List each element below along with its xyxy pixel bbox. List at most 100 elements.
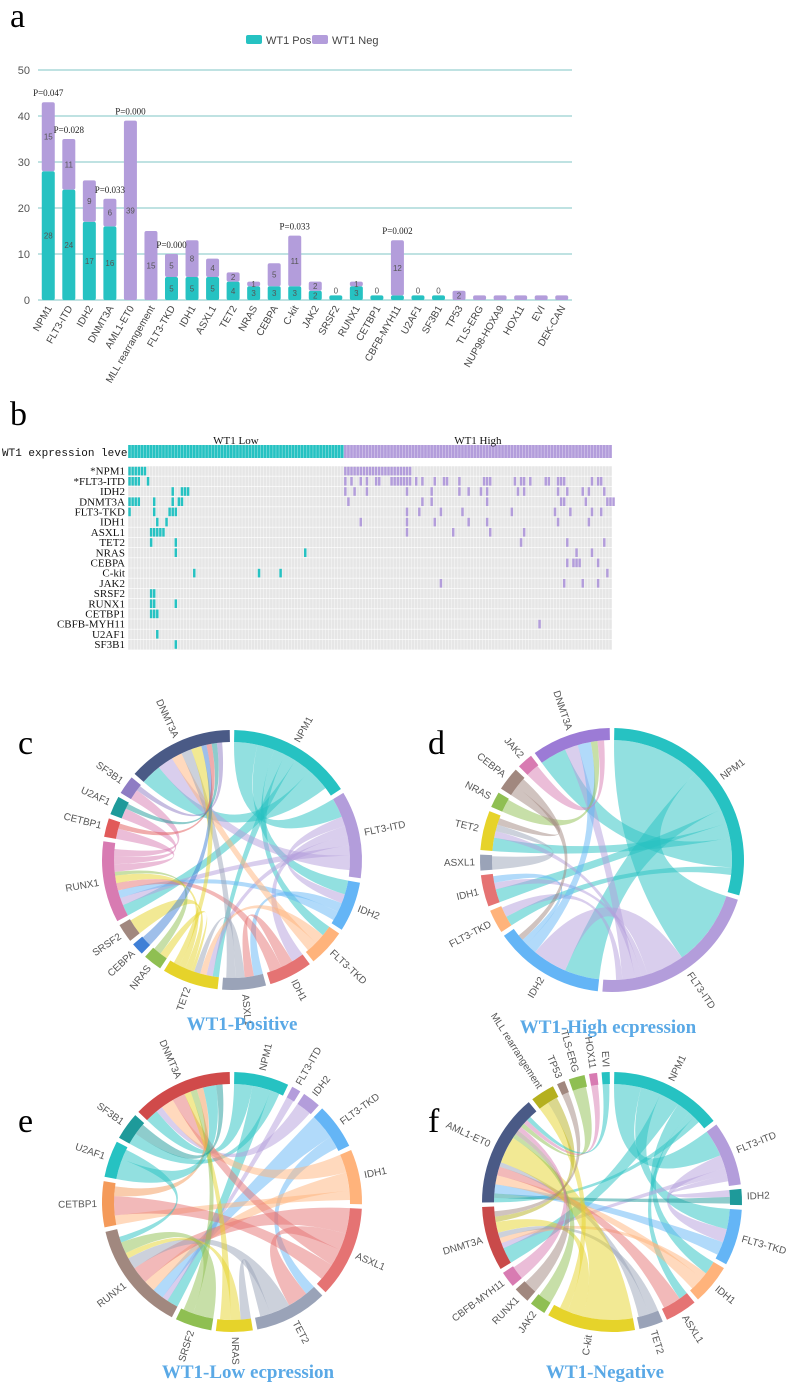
chord-ribbon bbox=[242, 914, 293, 978]
mutation-cell-low bbox=[174, 538, 178, 547]
chord-arc bbox=[482, 1102, 537, 1203]
mutation-cell-high bbox=[606, 568, 609, 578]
mutation-cell-high bbox=[485, 487, 489, 496]
mutation-cell-high bbox=[405, 466, 409, 476]
bar-label-neg: 6 bbox=[108, 209, 113, 218]
chord-label: IDH1 bbox=[363, 1166, 388, 1181]
chord-label: FLT3-ITD bbox=[684, 970, 717, 1011]
mutation-cell-low bbox=[152, 609, 156, 619]
chord-arc bbox=[222, 973, 267, 990]
row-label: ASXL1 bbox=[91, 527, 125, 539]
bar-pos bbox=[267, 286, 281, 300]
chord-arc bbox=[568, 1074, 588, 1091]
chord-arc bbox=[715, 1208, 742, 1265]
chord-arc bbox=[661, 1293, 695, 1320]
chord-label: HOX11 bbox=[582, 1036, 598, 1070]
chord-ribbon bbox=[120, 845, 350, 906]
chord-label: FLT3-TKD bbox=[448, 919, 494, 950]
chord-ribbon bbox=[527, 1084, 610, 1154]
row-label: *FLT3-ITD bbox=[73, 476, 125, 488]
bar-label-neg: 1 bbox=[354, 280, 359, 289]
chord-ribbon bbox=[252, 744, 349, 895]
mutation-cell-high bbox=[547, 477, 551, 486]
bar-neg bbox=[473, 295, 487, 300]
chord-label: EVI bbox=[599, 1051, 611, 1068]
chord-label: IDH2 bbox=[356, 904, 382, 923]
mutation-cell-high bbox=[529, 477, 532, 486]
chord-arc bbox=[490, 906, 512, 932]
row-label: DNMT3A bbox=[79, 496, 125, 508]
chord-label: NPM1 bbox=[719, 757, 748, 783]
chord-ribbon bbox=[565, 745, 636, 980]
chord-ribbon bbox=[156, 1103, 310, 1158]
chord-arc bbox=[175, 1308, 214, 1331]
chord-ribbon bbox=[494, 1092, 581, 1217]
chord-arc bbox=[601, 1072, 610, 1085]
bar-label-pos: 16 bbox=[105, 259, 114, 268]
bar-pos bbox=[288, 286, 302, 300]
bar-label-pos: 3 bbox=[293, 289, 298, 298]
chord-label: CEBPA bbox=[474, 751, 507, 780]
bar-pos bbox=[411, 295, 425, 300]
mutation-cell-low bbox=[128, 466, 131, 476]
mutation-cell-high bbox=[559, 477, 563, 486]
bar-label-neg: 1 bbox=[251, 280, 256, 289]
mutation-cell-high bbox=[584, 497, 588, 506]
chord-arc bbox=[532, 1086, 559, 1109]
mutation-cell-high bbox=[590, 507, 594, 517]
mutation-cell-low bbox=[177, 497, 181, 506]
mutation-cell-high bbox=[485, 477, 489, 486]
legend-label-neg: WT1 Neg bbox=[332, 35, 378, 47]
chord-label: SF3B1 bbox=[94, 1101, 126, 1128]
chord-label: FLT3-TKD bbox=[740, 1234, 787, 1257]
bar-neg bbox=[206, 258, 220, 277]
chord-ribbon bbox=[541, 749, 732, 868]
chord-label: DNMT3A bbox=[442, 1235, 485, 1257]
mutation-cell-low bbox=[128, 507, 131, 517]
mutation-cell-high bbox=[405, 528, 409, 537]
mutation-cell-low bbox=[186, 487, 190, 496]
chord-arc bbox=[313, 1108, 350, 1151]
mutation-cell-high bbox=[378, 466, 381, 476]
bar-label-pos: 3 bbox=[272, 289, 277, 298]
group-label-low: WT1 Low bbox=[213, 435, 259, 447]
x-tick-label: IDH1 bbox=[178, 304, 199, 330]
chord-diagram: NPM1 FLT3-ITD IDH2 FLT3-TKD IDH1 ASXL1 TET2 C-k… bbox=[442, 1011, 788, 1356]
chord-label: FLT3-ITD bbox=[363, 819, 406, 838]
chord-ribbon bbox=[500, 1137, 633, 1320]
chord-ribbon bbox=[114, 1190, 350, 1226]
chord-ribbon bbox=[135, 1084, 224, 1159]
chord-arc bbox=[480, 811, 501, 851]
mutation-cell-low bbox=[180, 487, 184, 496]
mutation-cell-low bbox=[131, 497, 134, 506]
chord-ribbon bbox=[539, 1102, 586, 1312]
chord-arc bbox=[133, 936, 151, 954]
mutation-cell-high bbox=[590, 477, 594, 486]
chord-arc bbox=[105, 1229, 178, 1318]
row-label: U2AF1 bbox=[92, 629, 125, 641]
mutation-heatmap: WT1 expression level WT1 Low WT1 High *NPM1… bbox=[2, 435, 615, 650]
chord-ribbon bbox=[116, 879, 282, 972]
mutation-cell-high bbox=[399, 477, 403, 486]
mutation-cell-high bbox=[603, 538, 606, 547]
chord-ribbon bbox=[142, 744, 213, 945]
bar-neg bbox=[165, 254, 178, 277]
bar-label-neg: 8 bbox=[190, 255, 195, 264]
mutation-cell-low bbox=[156, 630, 159, 639]
mutation-cell-high bbox=[405, 487, 409, 496]
chord-ribbon bbox=[494, 1193, 730, 1204]
bar-pos bbox=[185, 277, 199, 300]
mutation-cell-low bbox=[149, 528, 153, 537]
mutation-cell-high bbox=[488, 528, 492, 537]
mutation-cell-high bbox=[347, 497, 350, 506]
x-tick-label: JAK2 bbox=[300, 304, 322, 331]
bar-label-neg: 15 bbox=[147, 262, 156, 271]
chord-ribbon bbox=[118, 743, 215, 836]
bar-label-neg: 2 bbox=[231, 273, 236, 282]
mutation-cell-low bbox=[162, 528, 165, 537]
mutation-cell-low bbox=[171, 507, 174, 517]
mutation-cell-high bbox=[396, 477, 399, 486]
mutation-cell-high bbox=[578, 558, 581, 568]
chord-arc bbox=[104, 818, 121, 839]
chord-arc bbox=[163, 960, 219, 990]
